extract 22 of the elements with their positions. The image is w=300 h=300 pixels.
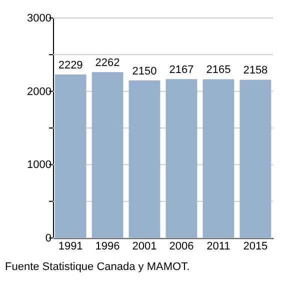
data-label: 2167: [169, 64, 194, 76]
data-label: 2165: [206, 64, 231, 76]
data-label: 2262: [95, 57, 120, 70]
bar: [128, 80, 160, 238]
y-tick-label: 2000: [27, 86, 52, 98]
source-note: Fuente Statistique Canada y MAMOT.: [5, 261, 190, 273]
data-label: 2229: [58, 60, 83, 72]
bar: [240, 80, 272, 238]
bar: [166, 79, 198, 238]
data-label: 2158: [243, 64, 268, 77]
y-tick-label: 1000: [27, 159, 52, 172]
bar: [54, 74, 86, 238]
x-tick-label: 2011: [206, 240, 230, 252]
bar: [92, 72, 124, 238]
y-tick-label: 3000: [27, 12, 52, 24]
x-tick-label: 2006: [169, 240, 194, 252]
bar: [202, 79, 234, 238]
x-tick-label: 2015: [243, 240, 268, 252]
x-tick-label: 2001: [132, 240, 157, 252]
x-tick-label: 1991: [58, 240, 83, 252]
x-tick-label: 1996: [95, 240, 120, 252]
data-label: 2150: [132, 65, 157, 78]
